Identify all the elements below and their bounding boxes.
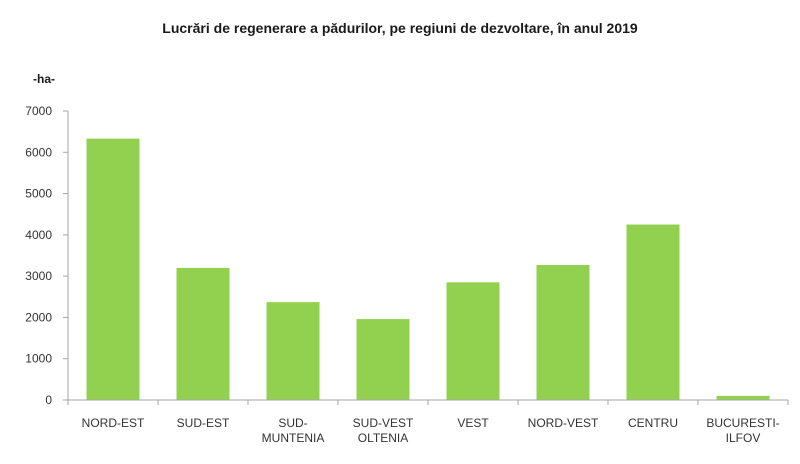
category-label-line: BUCURESTI- xyxy=(706,416,779,430)
category-label-line: SUD-VEST xyxy=(353,416,414,430)
category-label-line: NORD-EST xyxy=(82,416,145,430)
category-label: NORD-EST xyxy=(82,416,145,430)
bar xyxy=(626,224,680,400)
category-label: SUD-VEST OLTENIA xyxy=(353,416,414,445)
category-label-line: SUD-EST xyxy=(177,416,230,430)
chart-title: Lucrări de regenerare a pădurilor, pe re… xyxy=(162,20,638,36)
category-label-line: VEST xyxy=(457,416,489,430)
bar xyxy=(86,138,140,400)
y-tick-label: 4000 xyxy=(25,228,52,242)
y-axis-unit-label: -ha- xyxy=(33,72,55,86)
category-label: BUCURESTI-ILFOV xyxy=(706,416,779,445)
category-label: CENTRU xyxy=(628,416,678,430)
category-label: SUD-EST xyxy=(177,416,230,430)
category-label: VEST xyxy=(457,416,489,430)
category-label-line: SUD- xyxy=(278,416,307,430)
bar xyxy=(356,319,410,400)
y-tick-label: 1000 xyxy=(25,352,52,366)
category-label-line: ILFOV xyxy=(726,431,761,445)
bar xyxy=(716,395,770,400)
y-tick-label: 6000 xyxy=(25,145,52,159)
category-label: NORD-VEST xyxy=(528,416,599,430)
y-tick-label: 2000 xyxy=(25,310,52,324)
y-tick-label: 7000 xyxy=(25,104,52,118)
bars-group xyxy=(86,138,770,400)
bar xyxy=(446,282,500,400)
category-label-line: CENTRU xyxy=(628,416,678,430)
y-tick-label: 0 xyxy=(45,393,52,407)
bar xyxy=(536,264,590,400)
category-label: SUD-MUNTENIA xyxy=(262,416,325,445)
bar xyxy=(266,302,320,400)
category-label-line: NORD-VEST xyxy=(528,416,599,430)
category-label-line: MUNTENIA xyxy=(262,431,325,445)
category-label-line: OLTENIA xyxy=(358,431,408,445)
y-tick-label: 3000 xyxy=(25,269,52,283)
bar xyxy=(176,267,230,400)
y-axis: 0 1000 2000 3000 4000 5000 6000 7000 xyxy=(25,104,69,407)
y-tick-label: 5000 xyxy=(25,187,52,201)
